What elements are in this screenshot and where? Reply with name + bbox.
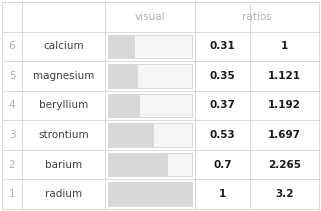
Text: 3.2: 3.2 — [275, 189, 294, 199]
Bar — [108, 35, 192, 58]
Text: 2: 2 — [9, 160, 15, 170]
Text: 0.31: 0.31 — [210, 41, 235, 51]
Text: 2.265: 2.265 — [268, 160, 301, 170]
Text: 1: 1 — [9, 189, 15, 199]
Bar — [108, 183, 192, 206]
Bar — [108, 35, 134, 58]
Text: beryllium: beryllium — [39, 100, 88, 111]
Bar — [108, 153, 192, 176]
Text: 1: 1 — [281, 41, 288, 51]
Bar — [108, 123, 192, 147]
Text: barium: barium — [45, 160, 82, 170]
Text: strontium: strontium — [38, 130, 89, 140]
Text: ratios: ratios — [242, 12, 272, 22]
Bar — [108, 123, 152, 147]
Bar — [108, 64, 192, 88]
Text: 0.35: 0.35 — [210, 71, 235, 81]
Text: 1.121: 1.121 — [268, 71, 301, 81]
Text: radium: radium — [45, 189, 82, 199]
Bar — [108, 153, 167, 176]
Text: 0.7: 0.7 — [213, 160, 232, 170]
Text: visual: visual — [135, 12, 165, 22]
Text: 5: 5 — [9, 71, 15, 81]
Text: 1: 1 — [219, 189, 226, 199]
Text: 0.37: 0.37 — [210, 100, 235, 111]
Text: 1.192: 1.192 — [268, 100, 301, 111]
Bar — [108, 94, 139, 117]
Text: 1.697: 1.697 — [268, 130, 301, 140]
Text: 0.53: 0.53 — [210, 130, 235, 140]
Text: 6: 6 — [9, 41, 15, 51]
Bar — [108, 94, 192, 117]
Text: 3: 3 — [9, 130, 15, 140]
Text: magnesium: magnesium — [33, 71, 94, 81]
Bar — [108, 183, 192, 206]
Text: 4: 4 — [9, 100, 15, 111]
Bar — [108, 64, 137, 88]
Text: calcium: calcium — [43, 41, 84, 51]
